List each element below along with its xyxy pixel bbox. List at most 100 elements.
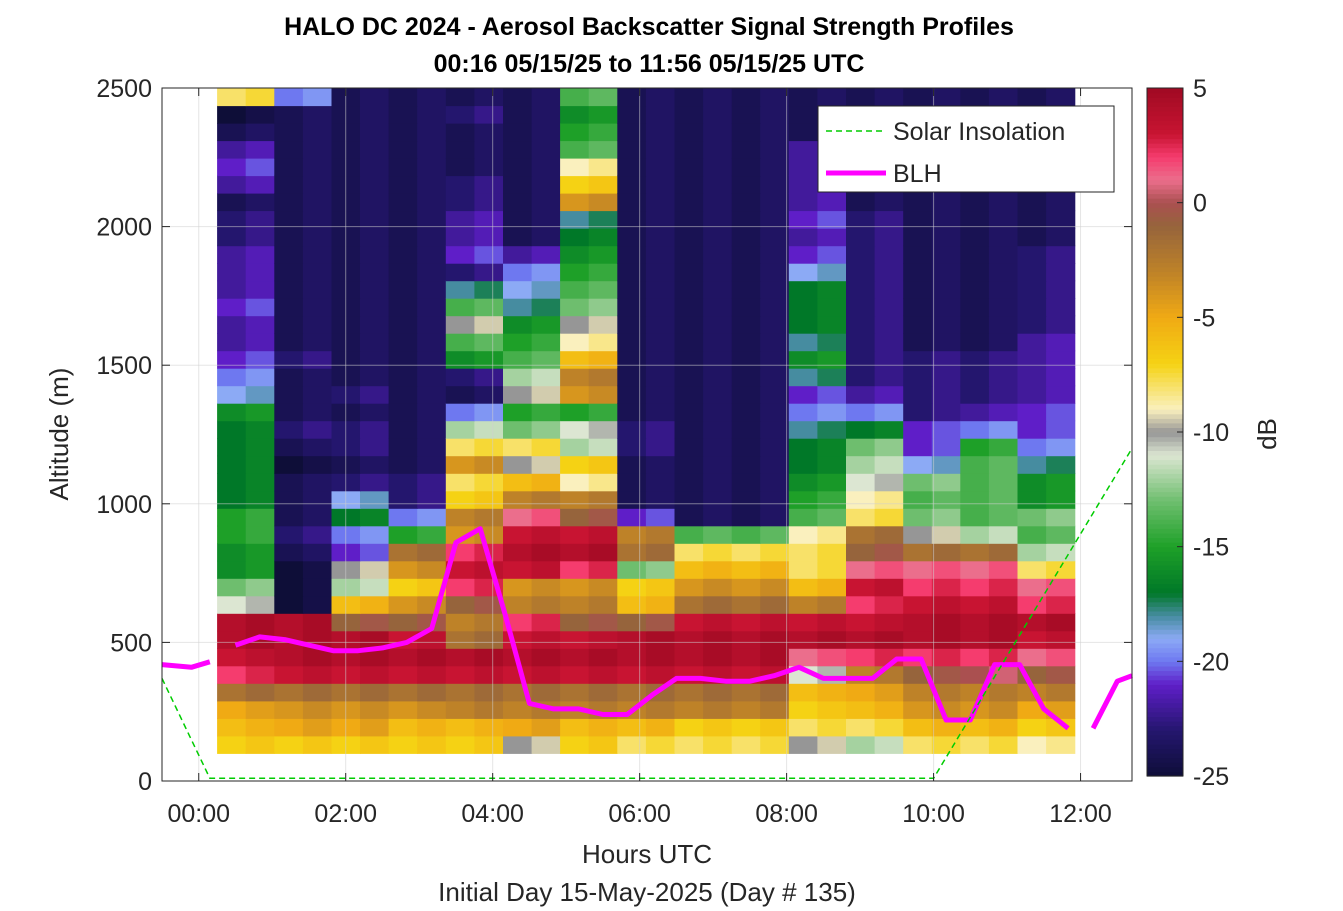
heatmap-cell — [302, 123, 333, 142]
heatmap-cell — [617, 333, 647, 352]
heatmap-cell — [988, 350, 1019, 369]
heatmap-cell — [388, 368, 418, 387]
heatmap-cell — [588, 193, 618, 212]
heatmap-cell — [617, 718, 647, 737]
heatmap-cell — [417, 245, 447, 264]
heatmap-cell — [388, 665, 418, 684]
heatmap-cell — [674, 735, 704, 754]
heatmap-cell — [360, 315, 390, 334]
x-tick-label: 04:00 — [461, 800, 524, 828]
colorbar-segment — [1147, 647, 1183, 653]
heatmap-cell — [846, 735, 876, 754]
heatmap-cell — [417, 123, 447, 142]
heatmap-cell — [302, 385, 333, 404]
heatmap-cell — [846, 665, 876, 684]
heatmap-cell — [474, 403, 504, 422]
heatmap-cell — [503, 490, 533, 509]
colorbar-segment — [1147, 432, 1183, 438]
heatmap-cell — [302, 105, 333, 124]
heatmap-cell — [302, 613, 333, 632]
heatmap-cell — [645, 123, 676, 142]
colorbar-segment — [1147, 101, 1183, 107]
heatmap-cell — [931, 560, 961, 579]
heatmap-cell — [731, 613, 761, 632]
heatmap-cell — [846, 630, 876, 649]
heatmap-cell — [217, 280, 247, 299]
heatmap-cell — [931, 368, 961, 387]
heatmap-cell — [846, 560, 876, 579]
heatmap-cell — [360, 140, 390, 159]
heatmap-cell — [245, 315, 275, 334]
heatmap-cell — [703, 543, 733, 562]
heatmap-cell — [760, 333, 790, 352]
heatmap-cell — [274, 245, 304, 264]
heatmap-cell — [531, 578, 561, 597]
heatmap-cell — [960, 315, 990, 334]
heatmap-cell — [703, 490, 733, 509]
heatmap-cell — [445, 333, 475, 352]
heatmap-cell — [1017, 263, 1047, 282]
heatmap-cell — [588, 315, 618, 334]
colorbar-segment — [1147, 725, 1183, 731]
heatmap-cell — [1017, 280, 1047, 299]
heatmap-cell — [445, 245, 475, 264]
heatmap-cell — [445, 508, 475, 527]
heatmap-cell — [503, 245, 533, 264]
heatmap-cell — [760, 578, 790, 597]
heatmap-cell — [217, 140, 247, 159]
heatmap-cell — [960, 228, 990, 247]
heatmap-cell — [474, 280, 504, 299]
heatmap-cell — [960, 333, 990, 352]
heatmap-cell — [503, 560, 533, 579]
heatmap-cell — [245, 123, 275, 142]
heatmap-cell — [445, 438, 475, 457]
colorbar-tick-label: 0 — [1193, 190, 1207, 218]
heatmap-cell — [503, 420, 533, 439]
heatmap-cell — [531, 245, 561, 264]
colorbar-segment — [1147, 340, 1183, 346]
heatmap-cell — [360, 333, 390, 352]
heatmap-cell — [988, 543, 1019, 562]
heatmap-cell — [503, 700, 533, 719]
heatmap-cell — [588, 245, 618, 264]
heatmap-cell — [817, 700, 847, 719]
heatmap-cell — [788, 175, 818, 194]
heatmap-cell — [874, 420, 904, 439]
heatmap-cell — [531, 420, 561, 439]
heatmap-cell — [988, 368, 1019, 387]
heatmap-cell — [617, 263, 647, 282]
heatmap-cell — [931, 438, 961, 457]
colorbar-segment — [1147, 129, 1183, 135]
heatmap-cell — [560, 88, 590, 107]
colorbar-tick-label: 5 — [1193, 75, 1207, 103]
heatmap-cell — [760, 473, 790, 492]
heatmap-cell — [588, 403, 618, 422]
heatmap-cell — [588, 333, 618, 352]
heatmap-cell — [788, 718, 818, 737]
heatmap-cell — [846, 210, 876, 229]
heatmap-cell — [846, 350, 876, 369]
heatmap-cell — [674, 473, 704, 492]
heatmap-cell — [245, 683, 275, 702]
heatmap-cell — [417, 490, 447, 509]
heatmap-cell — [302, 508, 333, 527]
heatmap-cell — [674, 228, 704, 247]
heatmap-cell — [703, 578, 733, 597]
heatmap-cell — [245, 473, 275, 492]
heatmap-cell — [503, 473, 533, 492]
heatmap-cell — [817, 508, 847, 527]
x-tick-label: 10:00 — [902, 800, 965, 828]
heatmap-cell — [817, 560, 847, 579]
heatmap-cell — [217, 525, 247, 544]
heatmap-cell — [531, 210, 561, 229]
heatmap-cell — [817, 245, 847, 264]
colorbar-segment — [1147, 592, 1183, 598]
heatmap-cell — [417, 105, 447, 124]
heatmap-cell — [560, 368, 590, 387]
heatmap-cell — [903, 420, 933, 439]
heatmap-cell — [417, 263, 447, 282]
heatmap-cell — [445, 525, 475, 544]
heatmap-cell — [960, 298, 990, 317]
heatmap-cell — [703, 683, 733, 702]
heatmap-cell — [531, 333, 561, 352]
